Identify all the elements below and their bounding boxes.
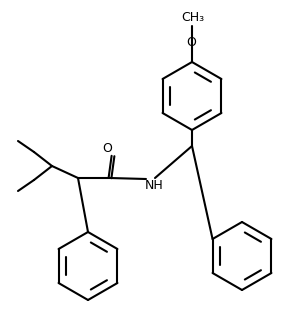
Text: O: O	[102, 142, 112, 155]
Text: CH₃: CH₃	[182, 11, 205, 24]
Text: NH: NH	[144, 179, 163, 192]
Text: O: O	[186, 36, 196, 50]
